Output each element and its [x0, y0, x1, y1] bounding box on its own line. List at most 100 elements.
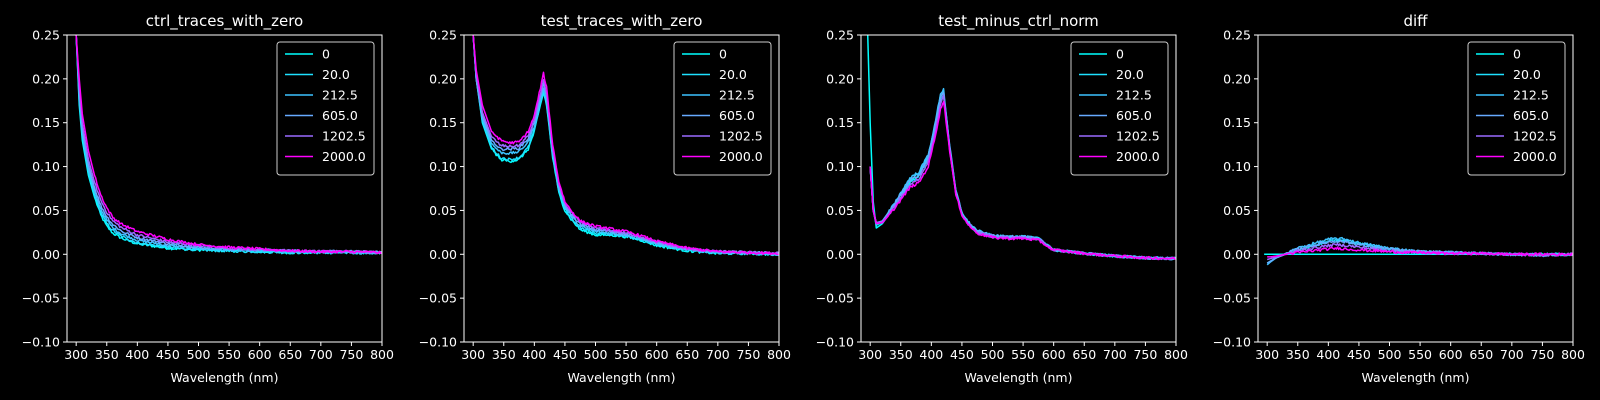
x-tick-label: 500: [1378, 347, 1402, 362]
x-tick-label: 400: [522, 347, 546, 362]
x-tick-label: 400: [919, 347, 943, 362]
x-axis-label: Wavelength (nm): [171, 370, 279, 385]
legend-label: 20.0: [1116, 67, 1144, 82]
x-tick-label: 600: [248, 347, 272, 362]
x-tick-label: 450: [1347, 347, 1371, 362]
legend-label: 0: [1116, 47, 1124, 62]
y-tick-label: 0.25: [1223, 28, 1251, 43]
subplot-test-minus-ctrl: test_minus_ctrl_norm Wavelength (nm) 300…: [816, 12, 1188, 385]
subplot-ctrl-traces: ctrl_traces_with_zero Wavelength (nm) 30…: [22, 12, 394, 385]
y-tick-label: 0.25: [826, 28, 854, 43]
y-tick-label: −0.05: [419, 291, 457, 306]
y-tick-label: 0.00: [826, 247, 854, 262]
x-tick-label: 300: [64, 347, 88, 362]
legend: 0 20.0 212.5 605.0 1202.5 2000.0: [276, 41, 375, 176]
plot-area: [866, 35, 1176, 261]
x-tick-label: 350: [492, 347, 516, 362]
x-tick-label: 750: [1133, 347, 1157, 362]
x-tick-label: 300: [461, 347, 485, 362]
ticks: 300 350 400 450 500 550 600 650 700 750 800 −0.10 −0…: [22, 28, 394, 363]
legend: 0 20.0 212.5 605.0 1202.5 2000.0: [1070, 41, 1169, 176]
legend-label: 605.0: [322, 108, 358, 123]
legend-label: 212.5: [719, 88, 755, 103]
legend-label: 20.0: [719, 67, 747, 82]
x-tick-label: 650: [1469, 347, 1493, 362]
x-tick-label: 450: [553, 347, 577, 362]
subplot-title: ctrl_traces_with_zero: [146, 12, 303, 31]
x-tick-label: 700: [1500, 347, 1524, 362]
y-tick-label: 0.25: [429, 28, 457, 43]
axes-frame: [860, 34, 1177, 343]
y-tick-label: −0.05: [22, 291, 60, 306]
x-tick-label: 550: [614, 347, 638, 362]
y-tick-label: −0.05: [1213, 291, 1251, 306]
legend-label: 1202.5: [719, 129, 763, 144]
y-tick-label: −0.10: [816, 335, 854, 350]
x-tick-label: 800: [370, 347, 394, 362]
legend: 0 20.0 212.5 605.0 1202.5 2000.0: [1467, 41, 1566, 176]
x-tick-label: 800: [1164, 347, 1188, 362]
x-tick-label: 800: [767, 347, 791, 362]
legend: 0 20.0 212.5 605.0 1202.5 2000.0: [673, 41, 772, 176]
x-tick-label: 400: [1316, 347, 1340, 362]
ticks: 300 350 400 450 500 550 600 650 700 750 800 −0.10 −0…: [816, 28, 1188, 363]
legend-label: 605.0: [1116, 108, 1152, 123]
legend-label: 20.0: [322, 67, 350, 82]
y-tick-label: 0.15: [429, 115, 457, 130]
x-tick-label: 650: [675, 347, 699, 362]
y-tick-label: 0.05: [1223, 203, 1251, 218]
x-tick-label: 550: [1011, 347, 1035, 362]
y-tick-label: 0.20: [1223, 71, 1251, 86]
x-tick-label: 750: [736, 347, 760, 362]
x-tick-label: 450: [156, 347, 180, 362]
y-tick-label: 0.20: [826, 71, 854, 86]
subplot-title: test_minus_ctrl_norm: [938, 12, 1099, 31]
x-axis-label: Wavelength (nm): [965, 370, 1073, 385]
x-tick-label: 500: [187, 347, 211, 362]
ticks: 300 350 400 450 500 550 600 650 700 750 800 −0.10 −0…: [419, 28, 791, 363]
legend-label: 2000.0: [1513, 149, 1557, 164]
legend-label: 0: [322, 47, 330, 62]
x-tick-label: 750: [1530, 347, 1554, 362]
y-tick-label: 0.00: [429, 247, 457, 262]
axes-frame: [463, 34, 780, 343]
series-line-605-0: [472, 35, 779, 256]
plot-area: [1264, 236, 1573, 266]
x-tick-label: 700: [309, 347, 333, 362]
y-tick-label: 0.15: [826, 115, 854, 130]
series-line-2000-0: [1267, 246, 1573, 258]
legend-label: 0: [1513, 47, 1521, 62]
legend-label: 2000.0: [719, 149, 763, 164]
legend-label: 605.0: [1513, 108, 1549, 123]
x-tick-label: 350: [95, 347, 119, 362]
y-tick-label: 0.05: [826, 203, 854, 218]
series-line-2000-0: [869, 101, 1176, 261]
x-tick-label: 500: [981, 347, 1005, 362]
legend-label: 212.5: [1513, 88, 1549, 103]
y-tick-label: 0.25: [32, 28, 60, 43]
y-tick-label: 0.10: [1223, 159, 1251, 174]
x-tick-label: 750: [339, 347, 363, 362]
x-tick-label: 350: [1286, 347, 1310, 362]
series-line-2000-0: [75, 35, 382, 255]
y-tick-label: 0.10: [32, 159, 60, 174]
plot-area: [472, 35, 779, 257]
legend-label: 0: [719, 47, 727, 62]
y-tick-label: 0.00: [32, 247, 60, 262]
x-tick-label: 700: [1103, 347, 1127, 362]
y-tick-label: 0.00: [1223, 247, 1251, 262]
x-tick-label: 550: [217, 347, 241, 362]
y-tick-label: 0.10: [429, 159, 457, 174]
subplot-test-traces: test_traces_with_zero Wavelength (nm) 30…: [419, 12, 791, 385]
axes-frame: [1257, 34, 1574, 343]
legend-label: 20.0: [1513, 67, 1541, 82]
x-tick-label: 300: [858, 347, 882, 362]
x-tick-label: 600: [1439, 347, 1463, 362]
y-tick-label: 0.15: [1223, 115, 1251, 130]
x-tick-label: 450: [950, 347, 974, 362]
legend-label: 212.5: [322, 88, 358, 103]
y-tick-label: −0.10: [22, 335, 60, 350]
subplot-diff: diff Wavelength (nm) 300 350 400 450 500 550 6…: [1213, 12, 1585, 385]
